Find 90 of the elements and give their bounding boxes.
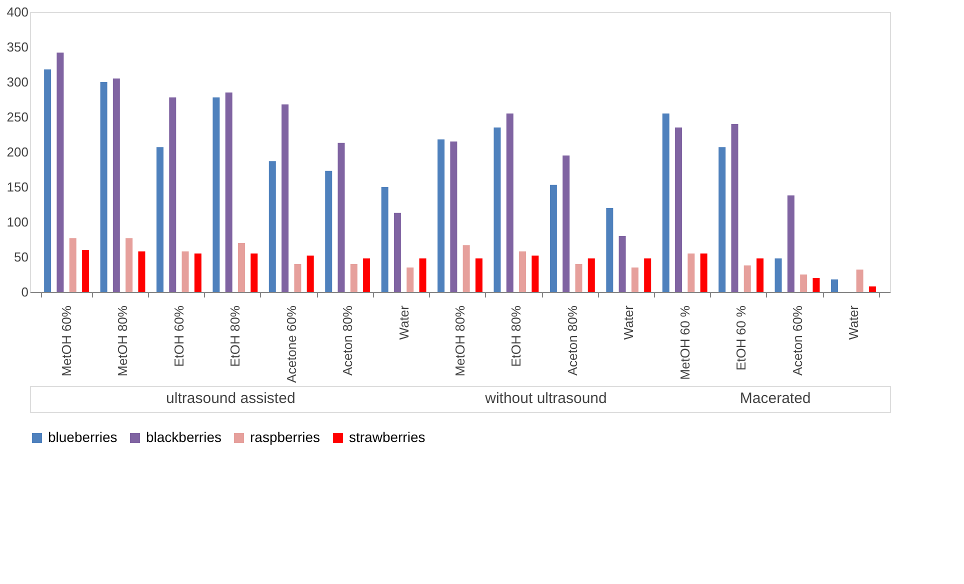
bar [100, 82, 108, 292]
x-tick-label: Water [396, 304, 412, 340]
x-tick-label: Acetone 60% [284, 305, 299, 383]
bar [225, 92, 232, 292]
bar [381, 187, 388, 292]
bar [394, 212, 401, 292]
bar [350, 264, 358, 292]
x-tick-label: MetOH 60% [59, 305, 74, 376]
bar [550, 184, 557, 292]
bar [294, 264, 302, 292]
y-tick-label: 0 [21, 284, 28, 300]
text: without ultrasound [484, 390, 607, 407]
bar [250, 254, 258, 292]
x-tick-label: Water [621, 304, 636, 340]
bar [532, 256, 539, 292]
x-tick-label: MetOH 80% [115, 305, 130, 376]
bar [112, 78, 120, 292]
bar [406, 268, 414, 292]
text: Macerated [740, 390, 811, 407]
bar [268, 161, 276, 292]
bar [438, 139, 445, 292]
bar [82, 250, 90, 292]
y-tick-label: 400 [6, 4, 28, 20]
x-tick-label: MetOH 60 % [677, 305, 692, 380]
bar [812, 278, 820, 292]
bar [644, 258, 652, 292]
bar [588, 258, 595, 292]
bar [774, 258, 782, 292]
bar [830, 279, 838, 292]
y-tick-label: 200 [6, 144, 28, 160]
bar [575, 264, 582, 292]
bar [212, 97, 220, 292]
y-tick-label: 100 [6, 214, 28, 230]
legend-label: raspberries [250, 429, 320, 445]
x-tick-label: Water [846, 304, 861, 340]
x-tick-label: Aceton 60% [790, 305, 805, 376]
bar [44, 69, 52, 292]
x-tick-label: Aceton 80% [564, 305, 580, 376]
bar [618, 236, 626, 292]
legend-label: blueberries [48, 429, 118, 445]
bar [688, 254, 695, 292]
bar [494, 128, 501, 292]
bar [675, 128, 682, 292]
bar [450, 142, 458, 292]
bar [662, 114, 670, 292]
bar [756, 258, 764, 292]
bar [138, 251, 146, 292]
bar [631, 268, 638, 292]
x-tick-label: EtOH 60% [171, 305, 186, 367]
bar [194, 254, 202, 292]
bar [519, 251, 526, 292]
bar [562, 156, 570, 292]
bar [856, 270, 864, 292]
x-tick-label: EtOH 80% [228, 305, 243, 367]
bar [868, 286, 876, 292]
y-tick-label: 300 [6, 74, 28, 90]
bar [744, 265, 751, 292]
bar [325, 170, 332, 292]
bar [718, 147, 726, 292]
bar [156, 147, 164, 292]
bar [238, 243, 245, 292]
y-tick-label: 150 [6, 180, 28, 194]
bar [69, 238, 76, 292]
y-tick-label: 250 [6, 110, 28, 124]
bar [182, 251, 189, 292]
bar [363, 258, 370, 292]
y-tick-label: 350 [6, 40, 28, 54]
bar [462, 245, 470, 292]
bar [506, 114, 514, 292]
bar [475, 258, 482, 292]
bar [700, 254, 708, 292]
bar [787, 195, 794, 292]
bar [56, 52, 64, 292]
y-tick-label: 50 [14, 250, 28, 264]
legend-label: strawberries [349, 429, 426, 445]
bar [282, 104, 289, 292]
legend-label: blackberries [146, 429, 222, 445]
bar [800, 274, 808, 292]
bar [419, 258, 426, 292]
bar [306, 256, 314, 292]
text: ultrasound assisted [166, 390, 296, 407]
bar [338, 142, 345, 292]
bar [126, 238, 133, 292]
bar [169, 97, 176, 292]
bar [606, 208, 614, 292]
x-tick-label: MetOH 80% [452, 305, 468, 376]
x-tick-label: EtOH 60 % [734, 305, 749, 371]
bar [731, 124, 738, 292]
x-tick-label: EtOH 80% [508, 305, 524, 367]
x-tick-label: Aceton 80% [340, 305, 356, 376]
